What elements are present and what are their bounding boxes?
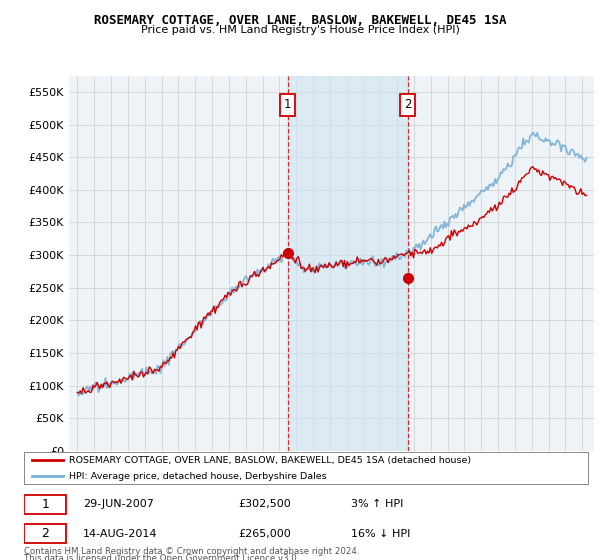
- Text: This data is licensed under the Open Government Licence v3.0.: This data is licensed under the Open Gov…: [24, 554, 299, 560]
- Text: Contains HM Land Registry data © Crown copyright and database right 2024.: Contains HM Land Registry data © Crown c…: [24, 547, 359, 556]
- FancyBboxPatch shape: [24, 494, 66, 514]
- Text: 16% ↓ HPI: 16% ↓ HPI: [351, 529, 410, 539]
- Bar: [287, 76, 407, 451]
- Text: 29-JUN-2007: 29-JUN-2007: [83, 499, 154, 509]
- Text: Price paid vs. HM Land Registry's House Price Index (HPI): Price paid vs. HM Land Registry's House …: [140, 25, 460, 35]
- Text: 2: 2: [404, 99, 412, 111]
- Text: 14-AUG-2014: 14-AUG-2014: [83, 529, 158, 539]
- FancyBboxPatch shape: [24, 524, 66, 543]
- Text: HPI: Average price, detached house, Derbyshire Dales: HPI: Average price, detached house, Derb…: [69, 472, 327, 481]
- Text: £265,000: £265,000: [238, 529, 291, 539]
- Text: 1: 1: [41, 498, 49, 511]
- Text: ROSEMARY COTTAGE, OVER LANE, BASLOW, BAKEWELL, DE45 1SA (detached house): ROSEMARY COTTAGE, OVER LANE, BASLOW, BAK…: [69, 455, 471, 465]
- Text: £302,500: £302,500: [238, 499, 291, 509]
- Text: 2: 2: [41, 528, 49, 540]
- Text: 1: 1: [284, 99, 292, 111]
- Text: ROSEMARY COTTAGE, OVER LANE, BASLOW, BAKEWELL, DE45 1SA: ROSEMARY COTTAGE, OVER LANE, BASLOW, BAK…: [94, 14, 506, 27]
- Text: 3% ↑ HPI: 3% ↑ HPI: [351, 499, 403, 509]
